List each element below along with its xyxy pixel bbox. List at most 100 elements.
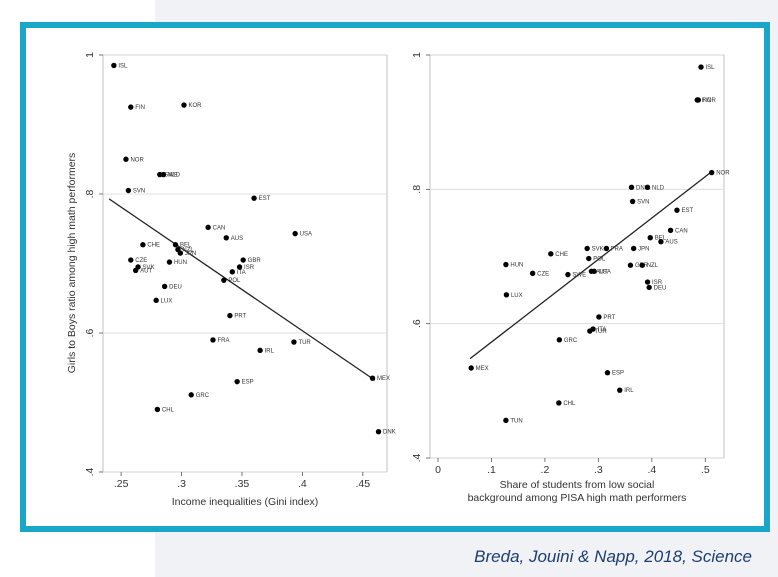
- chart-share-point-label: DNK: [636, 185, 649, 191]
- chart-gini-point: [153, 297, 159, 304]
- chart-share-point-label: NOR: [716, 171, 730, 177]
- chart-share-point-label: PRT: [603, 315, 615, 321]
- chart-share-point: [503, 292, 510, 298]
- chart-share-point-label: ISL: [706, 65, 716, 71]
- chart-share-ytick-label: 1: [411, 52, 423, 58]
- chart-gini-point-label: ISR: [244, 265, 255, 271]
- chart-gini-point-label: GRC: [196, 393, 210, 399]
- chart-share-point-label: ISR: [652, 280, 663, 286]
- chart-gini-point-label: CAN: [213, 225, 226, 231]
- chart-share-point: [586, 255, 592, 262]
- chart-share-point: [603, 245, 610, 252]
- chart-gini-point: [257, 347, 263, 354]
- chart-share-point-label: HUN: [510, 263, 523, 269]
- chart-gini-point: [154, 406, 161, 413]
- chart-gini-xticks: .25 .3 .35 .4 .45: [114, 472, 370, 490]
- chart-share-point: [647, 234, 653, 241]
- chart-gini-point-label: FIN: [135, 105, 145, 111]
- chart-share-point: [628, 184, 635, 191]
- chart-gini-ytick-label: .8: [84, 189, 96, 198]
- chart-gini-point: [221, 277, 227, 283]
- chart-gini-point: [227, 312, 233, 319]
- chart-share-point-label: KOR: [703, 98, 717, 104]
- chart-share-point: [639, 262, 645, 268]
- chart-share-point-label: FRA: [611, 246, 623, 252]
- chart-share-point: [630, 245, 637, 252]
- chart-gini-point-label: POL: [228, 278, 241, 284]
- chart-share-point-label: DEU: [654, 285, 667, 291]
- chart-gini-point-label: CZE: [135, 258, 147, 264]
- chart-share-xtick-label: .4: [647, 464, 656, 476]
- chart-gini-point-label: NLD: [168, 173, 181, 179]
- chart-gini-grid: [103, 54, 387, 473]
- chart-gini-point-label: DNK: [383, 430, 396, 436]
- chart-gini-point: [234, 378, 240, 385]
- chart-gini-point-label: USA: [300, 232, 312, 238]
- chart-gini-point: [160, 171, 167, 178]
- chart-share-point: [587, 328, 593, 334]
- chart-share-ytick-label: .8: [411, 185, 423, 194]
- chart-gini-point: [291, 339, 297, 345]
- chart-gini-point: [205, 224, 211, 231]
- chart-gini-point: [172, 242, 179, 248]
- citation-text: Breda, Jouini & Napp, 2018, Science: [474, 547, 752, 566]
- chart-share-point: [709, 169, 715, 176]
- chart-share-point-label: JPN: [638, 246, 649, 252]
- chart-share-ytick-label: .6: [411, 319, 423, 328]
- chart-share-point-label: IRL: [624, 388, 634, 394]
- chart-share-point-label: BEL: [655, 236, 667, 242]
- chart-share-frame: [429, 54, 725, 459]
- chart-gini-point-label: ISL: [118, 63, 128, 69]
- chart-gini-point-label: FRA: [217, 338, 229, 344]
- chart-gini-point-label: TUR: [298, 340, 311, 346]
- chart-gini-point-label: AUS: [231, 236, 243, 242]
- chart-share-point-label: ESP: [612, 371, 624, 377]
- chart-gini-point: [181, 102, 187, 108]
- chart-gini-point-label: NOR: [130, 157, 144, 163]
- chart-share-point: [646, 284, 652, 291]
- chart-share-point: [674, 207, 680, 213]
- chart-share-point: [629, 198, 636, 205]
- chart-share-point: [695, 97, 702, 103]
- chart-gini-yticks: .4 .6 .8 1: [84, 52, 103, 476]
- chart-share-xtick-label: .3: [594, 464, 603, 476]
- chart-share-point-label: LUX: [511, 293, 523, 299]
- chart-share-point-label: NLD: [652, 185, 665, 191]
- chart-gini-point-label: NZL: [182, 248, 194, 254]
- chart-share-grid: [430, 54, 724, 459]
- chart-gini-fit-line: [108, 198, 376, 381]
- chart-gini-point: [125, 187, 132, 194]
- chart-gini: .4 .6 .8 1 .25 .3 .35 .4 .45 ISL FIN KOR NOR SWENLD…: [66, 52, 396, 508]
- chart-gini-point-label: EST: [259, 196, 271, 202]
- chart-gini-point-label: SWE: [164, 173, 178, 179]
- chart-share-x-axis-title-line2: background among PISA high math performe…: [468, 492, 687, 504]
- chart-share-xticks: 0 .1 .2 .3 .4 .5: [435, 458, 710, 476]
- chart-share-point-label: CAN: [675, 228, 688, 234]
- chart-gini-point-label: DEU: [169, 284, 182, 290]
- chart-gini-point: [369, 375, 376, 381]
- chart-share-point: [556, 400, 562, 406]
- chart-share-point-label: FIN: [702, 98, 712, 104]
- chart-share-point-label: CHE: [555, 252, 568, 258]
- chart-share-point: [529, 270, 536, 276]
- chart-share-point: [503, 261, 509, 268]
- chart-share-point-label: USA: [599, 269, 611, 275]
- chart-share-point: [667, 227, 674, 234]
- chart-gini-point: [128, 104, 134, 110]
- chart-gini-xtick-label: .35: [235, 478, 250, 490]
- chart-share-point: [565, 271, 571, 278]
- chart-share-point-label: CHL: [563, 401, 576, 407]
- chart-share-ytick-label: .4: [411, 453, 423, 462]
- chart-share-point: [503, 417, 509, 424]
- chart-share-point: [627, 262, 634, 268]
- chart-gini-point: [140, 242, 146, 248]
- chart-gini-xtick-label: .45: [356, 478, 371, 490]
- chart-gini-point: [111, 62, 117, 69]
- chart-gini-point-label: ITA: [237, 270, 246, 276]
- chart-gini-point: [375, 428, 382, 435]
- chart-share-point: [698, 64, 704, 70]
- chart-share-point-label: POL: [593, 257, 606, 263]
